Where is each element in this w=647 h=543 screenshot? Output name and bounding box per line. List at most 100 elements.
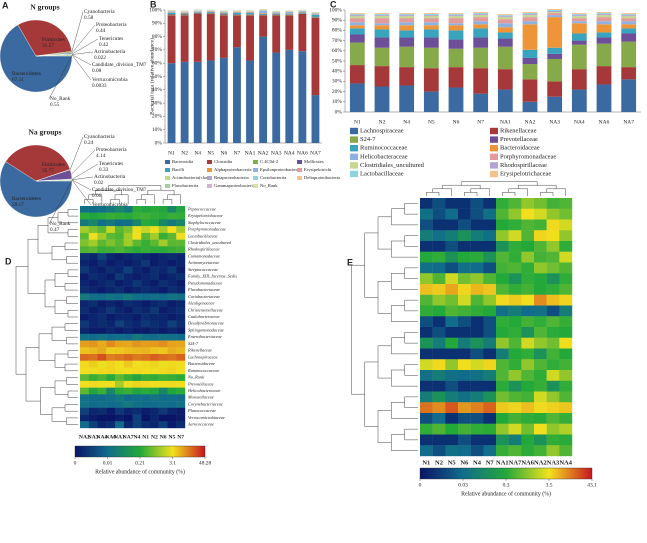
legend-swatch <box>297 160 302 164</box>
bar-segment <box>596 66 612 85</box>
heatmap-cell <box>496 262 509 274</box>
bar-segment <box>596 15 612 18</box>
heatmap-cell <box>559 402 573 414</box>
heatmap-cell <box>483 434 497 446</box>
bar-segment <box>621 13 637 15</box>
heatmap-cell <box>123 273 133 281</box>
heatmap-cell <box>132 226 142 234</box>
heatmap-cell <box>132 259 142 267</box>
heatmap-cell <box>150 333 159 341</box>
heatmap-cell <box>167 266 177 274</box>
heatmap-cell <box>158 333 168 341</box>
leader-line <box>48 55 73 100</box>
x-tick-label: N2 <box>379 119 386 125</box>
heatmap-cell <box>534 241 547 252</box>
heatmap-cell <box>546 241 560 252</box>
bar-segment <box>621 79 637 112</box>
bar-segment <box>473 28 489 38</box>
heatmap-cell <box>150 226 159 234</box>
leader-line <box>71 54 92 81</box>
heatmap-cell <box>432 402 446 414</box>
heatmap-cell <box>176 206 186 213</box>
bar-segment <box>473 13 489 15</box>
bar-segment <box>547 12 563 14</box>
leader-line <box>71 51 94 55</box>
heatmap-cell <box>106 266 116 274</box>
heatmap-cell <box>150 320 159 328</box>
heatmap-cell <box>167 313 177 321</box>
heatmap-cell <box>132 401 142 409</box>
bar-segment <box>180 10 189 12</box>
heatmap-cell <box>534 445 547 457</box>
heatmap-cell <box>80 226 89 234</box>
heatmap-cell <box>158 407 168 415</box>
y-tick-label: 0% <box>155 140 163 146</box>
bar-segment <box>423 18 439 23</box>
heatmap-cell <box>132 266 142 274</box>
heatmap-cell <box>420 359 433 371</box>
heatmap-cell <box>123 253 133 261</box>
slice-name: Bacteroidetes <box>12 196 41 202</box>
heatmap-cell <box>176 313 186 321</box>
bar-segment <box>473 12 489 14</box>
heatmap-cell <box>141 253 151 261</box>
heatmap-cell <box>158 347 168 355</box>
legend-swatch <box>253 160 258 164</box>
y-tick-label: 0% <box>335 109 343 115</box>
heatmap-cell <box>150 253 159 261</box>
heatmap-cell <box>97 354 107 361</box>
heatmap-cell <box>158 367 168 375</box>
heatmap-cell <box>496 380 509 392</box>
bar-segment <box>167 11 176 13</box>
bar-segment <box>547 81 563 97</box>
legend-label: C.4C0d-2 <box>260 159 279 164</box>
heatmap-cell <box>115 387 124 395</box>
legend-swatch <box>490 170 498 178</box>
heatmap-cell <box>106 313 116 321</box>
heatmap-cell <box>150 360 159 368</box>
heatmap-cell <box>132 367 142 375</box>
x-tick-label: N7 <box>234 150 241 156</box>
heatmap-cell <box>167 407 177 415</box>
y-tick-label: 100% <box>329 7 342 13</box>
heatmap-cell <box>97 226 107 234</box>
bar-segment <box>167 15 176 64</box>
pie-slice <box>35 179 73 182</box>
heatmap-cell <box>158 226 168 234</box>
bar-segment <box>349 18 365 23</box>
row-label: Desulfovibrionaceae <box>187 321 224 326</box>
heatmap-cell <box>546 208 560 220</box>
heatmap-cell <box>123 313 133 321</box>
heatmap-cell <box>496 198 509 209</box>
heatmap-cell <box>167 280 177 287</box>
row-label: Lactobacillaceae <box>187 233 218 238</box>
heatmap-cell <box>88 226 98 234</box>
heatmap-cell <box>158 421 168 429</box>
legend-label: Rikenellaceae <box>500 127 537 134</box>
row-label: S24-7 <box>188 341 199 346</box>
heatmap-cell <box>458 391 471 403</box>
heatmap-cell <box>115 246 124 254</box>
heatmap-cell <box>508 305 522 317</box>
slice-value: 0.44 <box>96 28 106 34</box>
heatmap-cell <box>496 273 509 285</box>
heatmap-cell <box>115 421 124 429</box>
heatmap-cell <box>546 219 560 231</box>
heatmap-cell <box>420 241 433 252</box>
bar-segment <box>596 37 612 44</box>
bar-segment <box>246 12 254 15</box>
y-axis-label: Bacterial taxa (relative abundance) <box>148 38 155 115</box>
heatmap-cell <box>546 423 560 435</box>
heatmap-cell <box>132 340 142 348</box>
heatmap-cell <box>483 208 497 220</box>
y-tick-label: 30% <box>332 79 343 85</box>
heatmap-cell <box>88 401 98 409</box>
heatmap-cell <box>106 246 116 254</box>
x-tick-label: N4 <box>403 119 410 125</box>
heatmap-cell <box>470 380 484 392</box>
heatmap-cell <box>123 212 133 220</box>
column-label: NA3 <box>88 434 99 440</box>
heatmap-cell <box>546 380 560 392</box>
heatmap-cell <box>97 367 107 375</box>
bar-segment <box>272 14 281 15</box>
